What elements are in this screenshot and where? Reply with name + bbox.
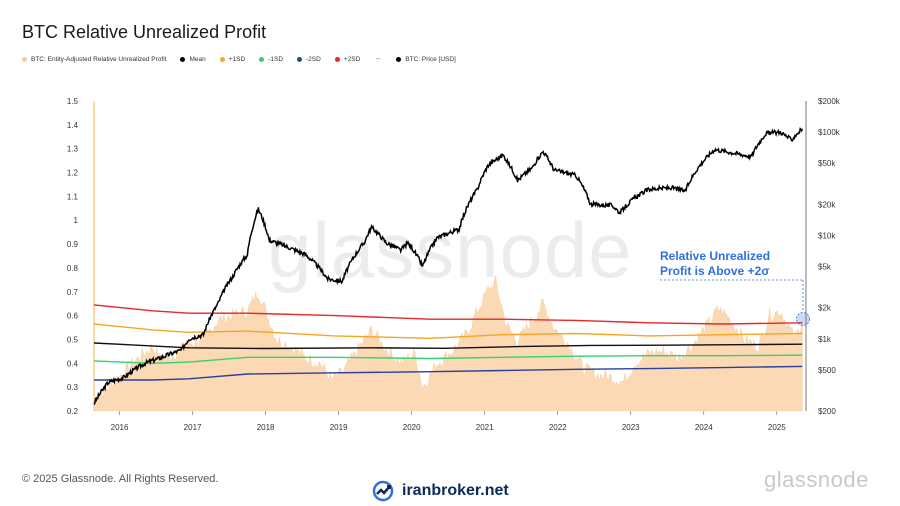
y-right-tick-label: $500 bbox=[818, 366, 836, 375]
legend-item-price[interactable]: BTC: Price [USD] bbox=[396, 56, 456, 63]
legend: BTC: Entity-Adjusted Relative Unrealized… bbox=[22, 56, 456, 63]
legend-item-mean[interactable]: Mean bbox=[180, 56, 206, 63]
legend-swatch bbox=[297, 57, 303, 62]
legend-item-minus1sd[interactable]: -1SD bbox=[259, 56, 283, 63]
y-left-tick-label: 1.1 bbox=[67, 192, 79, 201]
y-right-tick-label: $50k bbox=[818, 159, 836, 168]
y-right-tick-label: $1k bbox=[818, 335, 832, 344]
legend-swatch bbox=[219, 57, 225, 62]
y-left-tick-label: 0.6 bbox=[67, 312, 79, 321]
y-left-tick-label: 0.9 bbox=[67, 240, 79, 249]
y-left-tick-label: 0.4 bbox=[67, 359, 79, 368]
legend-swatch bbox=[22, 57, 27, 62]
legend-label: Mean bbox=[189, 56, 206, 63]
minus2sd-line bbox=[94, 365, 803, 381]
y-left-tick-label: 1.4 bbox=[67, 121, 79, 130]
y-left-tick-label: 1 bbox=[74, 216, 79, 225]
x-tick-label: 2025 bbox=[768, 423, 786, 432]
y-left-tick-label: 1.2 bbox=[67, 169, 79, 178]
x-tick-label: 2023 bbox=[622, 423, 640, 432]
y-left-tick-label: 1.5 bbox=[67, 97, 79, 106]
legend-swatch bbox=[180, 57, 186, 62]
y-right-tick-label: $5k bbox=[818, 263, 832, 272]
legend-swatch bbox=[334, 57, 340, 62]
annotation-line-1: Relative Unrealized bbox=[660, 249, 771, 263]
legend-label: -1SD bbox=[268, 56, 284, 63]
y-left-tick-label: 1.3 bbox=[67, 145, 79, 154]
y-right-tick-label: $200k bbox=[818, 97, 841, 106]
copyright-footer: © 2025 Glassnode. All Rights Reserved. bbox=[22, 473, 219, 485]
brand-text: iranbroker.net bbox=[402, 482, 509, 499]
legend-label: BTC: Price [USD] bbox=[405, 56, 456, 63]
annotation-label: Relative Unrealized Profit is Above +2σ bbox=[660, 249, 770, 279]
legend-swatch bbox=[259, 57, 265, 62]
chart-title: BTC Relative Unrealized Profit bbox=[22, 22, 267, 42]
legend-item-minus2sd[interactable]: -2SD bbox=[297, 56, 321, 63]
price-line bbox=[93, 127, 804, 405]
x-tick-label: 2017 bbox=[184, 423, 202, 432]
legend-item-plus2sd[interactable]: +2SD bbox=[334, 56, 361, 63]
y-left-tick-label: 0.5 bbox=[67, 335, 79, 344]
legend-separator: -- bbox=[375, 56, 381, 63]
x-tick-label: 2018 bbox=[257, 423, 275, 432]
y-left-tick-label: 0.7 bbox=[67, 288, 79, 297]
rup-area bbox=[93, 275, 803, 412]
glassnode-logo: glassnode bbox=[764, 467, 869, 492]
x-tick-label: 2019 bbox=[330, 423, 348, 432]
legend-item-rup[interactable]: BTC: Entity-Adjusted Relative Unrealized… bbox=[22, 56, 166, 63]
brand-watermark: iranbroker.net bbox=[372, 480, 509, 502]
legend-label: +2SD bbox=[343, 56, 361, 63]
x-tick-label: 2022 bbox=[549, 423, 567, 432]
y-right-tick-label: $20k bbox=[818, 200, 836, 209]
y-left-tick-label: 0.2 bbox=[67, 407, 79, 416]
y-right-tick-label: $2k bbox=[818, 304, 832, 313]
x-tick-label: 2021 bbox=[476, 423, 494, 432]
legend-swatch bbox=[396, 57, 402, 62]
x-tick-label: 2020 bbox=[403, 423, 421, 432]
legend-label: BTC: Entity-Adjusted Relative Unrealized… bbox=[31, 56, 167, 63]
y-left-tick-label: 0.3 bbox=[67, 383, 79, 392]
y-right-tick-label: $10k bbox=[818, 231, 836, 240]
y-left-tick-label: 0.8 bbox=[67, 264, 79, 273]
y-right-tick-label: $100k bbox=[818, 128, 841, 137]
legend-label: -2SD bbox=[306, 56, 321, 63]
y-right-tick-label: $200 bbox=[818, 407, 836, 416]
trend-logo-icon bbox=[372, 480, 394, 502]
minus1sd-line bbox=[93, 354, 803, 365]
annotation-line-2: Profit is Above +2σ bbox=[660, 264, 770, 278]
plus2sd-line bbox=[93, 304, 803, 325]
annotation-highlight-circle bbox=[796, 312, 810, 326]
mean-line bbox=[93, 342, 803, 350]
x-tick-label: 2024 bbox=[695, 423, 713, 432]
plus1sd-line bbox=[93, 323, 803, 340]
x-tick-label: 2016 bbox=[111, 423, 129, 432]
legend-label: +1SD bbox=[228, 56, 246, 63]
legend-item-plus1sd[interactable]: +1SD bbox=[219, 56, 246, 63]
